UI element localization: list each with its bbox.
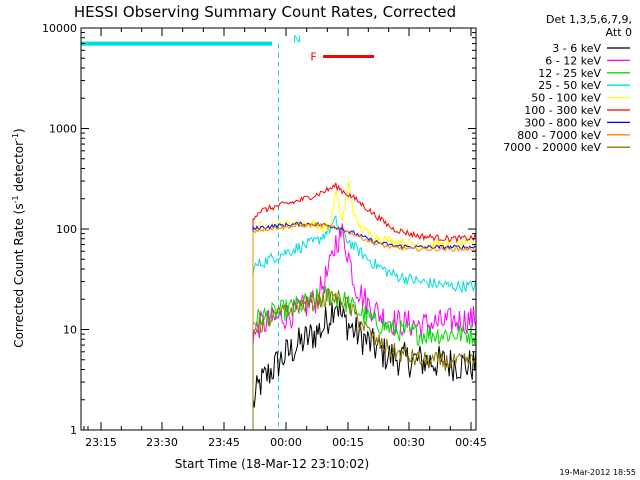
legend-label-8: 7000 - 20000 keV [503, 141, 601, 154]
y-tick-label: 1 [70, 424, 77, 437]
x-tick-label: 00:15 [332, 436, 364, 449]
x-tick-label: 00:45 [455, 436, 487, 449]
x-axis-label: Start Time (18-Mar-12 23:10:02) [175, 457, 369, 471]
y-tick-label: 10 [63, 324, 77, 337]
series-line-3 [252, 215, 476, 430]
legend-header-line-1: Det 1,3,5,6,7,9, [546, 13, 632, 26]
x-tick-label: 23:30 [146, 436, 178, 449]
x-tick-label: 23:45 [208, 436, 240, 449]
legend-header: Det 1,3,5,6,7,9, Att 0 [546, 13, 632, 39]
y-tick-label: 100 [56, 223, 77, 236]
legend-label-7: 800 - 7000 keV [517, 129, 601, 142]
y-axis-label-sup1: -1 [11, 195, 20, 203]
legend-label-3: 25 - 50 keV [538, 79, 601, 92]
legend-label-6: 300 - 800 keV [524, 116, 601, 129]
night-label: N [293, 35, 300, 46]
series-group [252, 181, 476, 430]
y-axis-label-sup2: -1 [11, 133, 20, 141]
y-axis-label: Corrected Count Rate (s-1 detector-1) [11, 128, 26, 347]
series-line-2 [252, 286, 476, 430]
series-line-0 [252, 299, 476, 430]
x-tick-label: 23:15 [85, 436, 117, 449]
series-line-8 [252, 287, 476, 430]
axes: 1 10 100 1000 10000 23:15 23:30 23:45 00:00 00:15… [42, 22, 487, 449]
svg-text:Corrected Count Rate (s-1 dete: Corrected Count Rate (s-1 detector-1) [11, 128, 26, 347]
legend-label-5: 100 - 300 keV [524, 104, 601, 117]
footer-date: 19-Mar-2012 18:55 [560, 468, 637, 477]
chart-title: HESSI Observing Summary Count Rates, Cor… [74, 3, 456, 21]
y-axis-label-mid: detector [12, 141, 26, 196]
y-tick-label: 1000 [49, 123, 77, 136]
y-axis-label-main: Corrected Count Rate (s [12, 203, 26, 347]
x-tick-label: 00:00 [270, 436, 302, 449]
flare-label: F [310, 51, 316, 64]
series-line-5 [252, 182, 476, 430]
legend-label-1: 6 - 12 keV [545, 54, 601, 67]
series-line-6 [252, 221, 476, 430]
x-tick-label: 00:30 [393, 436, 425, 449]
annotations [81, 41, 375, 430]
legend-label-2: 12 - 25 keV [538, 67, 601, 80]
y-tick-label: 10000 [42, 22, 77, 35]
series-line-7 [252, 221, 476, 430]
y-axis-label-end: ) [12, 128, 26, 133]
legend-label-0: 3 - 6 keV [552, 42, 601, 55]
legend-label-4: 50 - 100 keV [531, 92, 601, 105]
legend-header-line-2: Att 0 [606, 26, 632, 39]
